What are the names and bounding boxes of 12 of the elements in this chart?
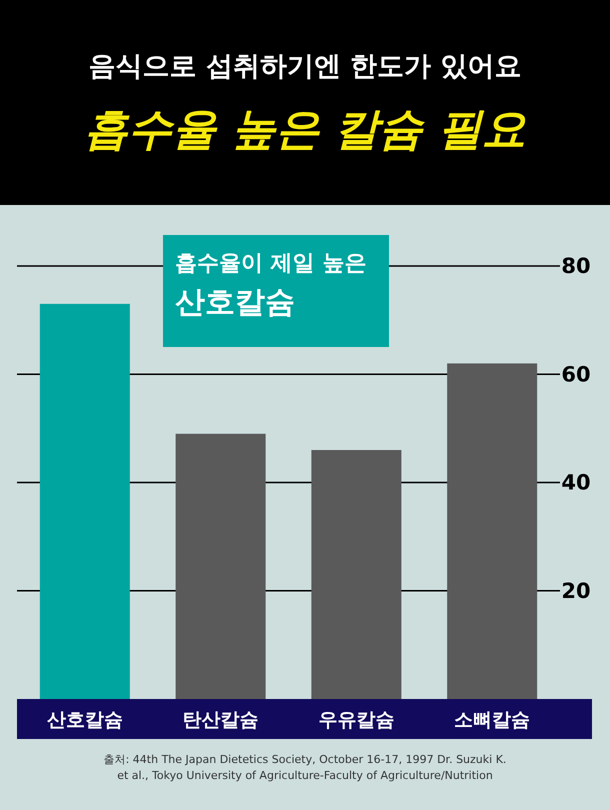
y-tick-label: 60 xyxy=(561,362,591,386)
chart-title: 흡수율 높은 칼슘 필요 xyxy=(83,103,527,157)
x-tick-label: 우유칼슘 xyxy=(318,709,394,731)
source-note: 출처: 44th The Japan Dietetics Society, October 16-17, 1997 Dr. Suzuki K. et al., Tokyo University of Agriculture-Faculty of Agriculture/Nutrition xyxy=(102,752,508,784)
y-tick-label: 80 xyxy=(561,254,591,278)
y-tick-label: 20 xyxy=(561,578,591,603)
chart-subtitle: 음식으로 섭취하기엔 한도가 있어요 xyxy=(87,50,523,84)
x-tick-label: 탄산칼슘 xyxy=(182,709,259,731)
x-tick-label: 산호칼슘 xyxy=(46,709,123,731)
annotation: 흡수율이 제일 높은 산호칼슘 xyxy=(175,251,366,320)
x-tick-label: 소뼈칼슘 xyxy=(454,709,530,731)
y-tick-label: 40 xyxy=(561,470,591,494)
